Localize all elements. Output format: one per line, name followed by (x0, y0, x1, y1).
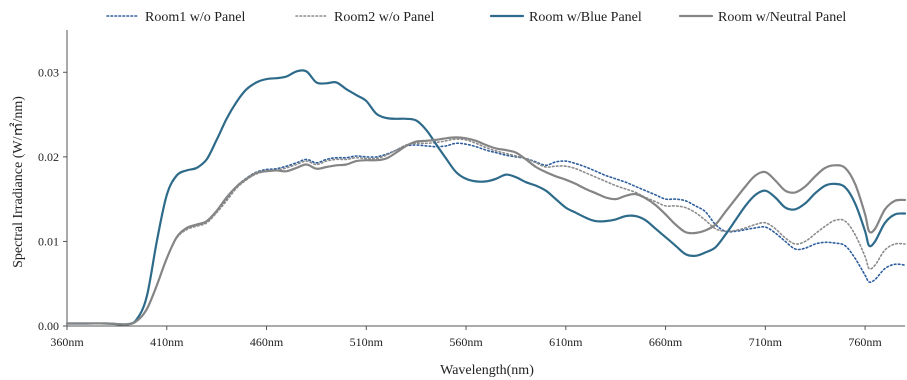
axes: 0.00 0.01 0.02 0.03 360nm 410nm 460nm 510nm 560n… (38, 30, 905, 349)
x-tick-label: 760nm (848, 335, 882, 349)
x-tick-label: 510nm (350, 335, 384, 349)
x-tick-label: 660nm (649, 335, 683, 349)
y-tick-label: 0.03 (38, 65, 59, 79)
x-tick-label: 710nm (749, 335, 783, 349)
x-tick-label: 610nm (549, 335, 583, 349)
series-lines (65, 69, 907, 326)
legend-label: Room w/Neutral Panel (718, 10, 846, 25)
series-line-2 (66, 138, 906, 326)
legend-label: Room1 w/o Panel (145, 10, 245, 25)
x-tick-label: 410nm (150, 335, 184, 349)
series-line-1 (66, 142, 906, 326)
legend-label: Room2 w/o Panel (334, 10, 434, 25)
y-tick-label: 0.01 (38, 234, 59, 248)
series-line-4 (65, 136, 907, 326)
x-tick-label: 560nm (449, 335, 483, 349)
legend-label: Room w/Blue Panel (529, 10, 642, 25)
y-axis-title: Spectral Irradiance (W/㎡/nm) (10, 96, 26, 268)
x-tick-label: 360nm (50, 335, 84, 349)
x-tick-label: 460nm (250, 335, 284, 349)
legend: Room1 w/o Panel Room2 w/o Panel Room w/Blu… (106, 10, 846, 25)
y-tick-label: 0.02 (38, 150, 59, 164)
series-line-3 (65, 69, 907, 326)
x-axis-title: Wavelength(nm) (440, 363, 534, 378)
y-tick-label: 0.00 (38, 319, 59, 333)
